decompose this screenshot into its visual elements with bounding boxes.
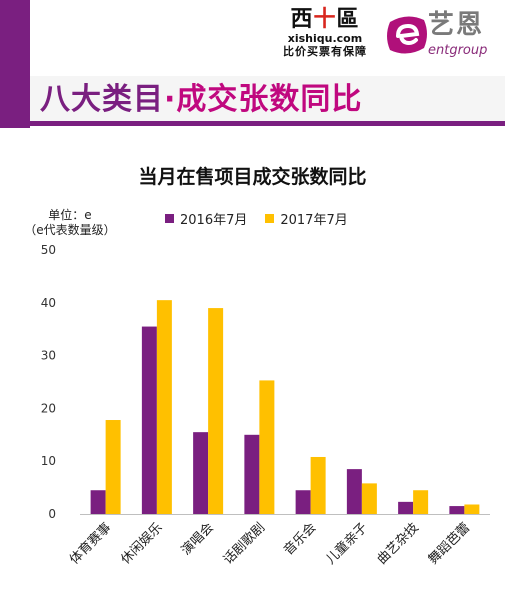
chart-title: 当月在售项目成交张数同比 <box>138 166 367 188</box>
xishiqu-url: xishiqu.com <box>287 32 363 45</box>
page-title-first: 八大类目 <box>40 82 164 117</box>
unit-line-1: 单位：e <box>48 208 92 222</box>
x-category-label: 话剧歌剧 <box>221 520 268 567</box>
x-category-label: 休闲娱乐 <box>118 520 165 567</box>
x-category-label: 儿童亲子 <box>323 520 371 568</box>
x-category-label: 演唱会 <box>178 520 217 559</box>
bar-2017 <box>310 456 326 514</box>
bar-2016 <box>193 432 209 514</box>
bar-2016 <box>398 501 414 514</box>
legend-swatch-2017 <box>265 214 275 223</box>
bar-2016 <box>295 490 311 514</box>
entgroup-en: entgroup <box>428 43 488 58</box>
unit-label: 单位：e （e代表数量级） <box>20 208 120 238</box>
page-title-rest: ·成交张数同比 <box>164 82 363 117</box>
x-category-label: 体育赛事 <box>66 520 114 568</box>
bar-2017 <box>413 490 429 514</box>
legend-label-2017: 2017年7月 <box>280 213 348 228</box>
bar-2017 <box>464 504 480 514</box>
xishiqu-logo: 西十區 xishiqu.com 比价买票有保障 <box>270 6 380 64</box>
bar-2016 <box>449 506 465 514</box>
y-tick-label: 0 <box>48 507 56 521</box>
bar-2016 <box>346 469 362 514</box>
legend-label-2016: 2016年7月 <box>180 213 248 228</box>
page-title: 八大类目·成交张数同比 <box>40 80 362 120</box>
y-tick-label: 30 <box>41 349 56 363</box>
x-category-label: 音乐会 <box>281 520 320 559</box>
xishiqu-logo-text: 西十區 <box>290 6 360 32</box>
bar-2016 <box>141 326 157 514</box>
bar-2017 <box>156 300 172 514</box>
x-category-label: 舞蹈芭蕾 <box>426 520 473 567</box>
title-band: 八大类目·成交张数同比 <box>30 76 505 126</box>
entgroup-logo: 艺恩 entgroup <box>384 10 504 62</box>
header-accent-bar <box>0 0 30 128</box>
header: 西十區 xishiqu.com 比价买票有保障 艺恩 entgroup 八大类目… <box>0 0 505 128</box>
y-tick-label: 50 <box>41 243 56 257</box>
entgroup-badge-icon <box>387 16 427 54</box>
y-tick-label: 10 <box>41 454 56 468</box>
y-tick-label: 40 <box>41 296 56 310</box>
chart-legend: 2016年7月 2017年7月 <box>165 209 366 228</box>
x-category-label: 曲艺杂技 <box>375 520 422 567</box>
y-tick-label: 20 <box>41 401 56 415</box>
xishiqu-slogan: 比价买票有保障 <box>283 45 367 58</box>
legend-item-2017: 2017年7月 <box>265 209 348 228</box>
legend-swatch-2016 <box>165 214 174 223</box>
bar-2017 <box>208 308 224 514</box>
bar-2017 <box>105 420 121 514</box>
bar-2016 <box>244 434 260 514</box>
unit-line-2: （e代表数量级） <box>24 223 116 237</box>
bar-2017 <box>259 380 275 514</box>
entgroup-cn: 艺恩 <box>428 10 485 40</box>
bar-2016 <box>90 490 106 514</box>
bar-2017 <box>361 483 377 514</box>
legend-item-2016: 2016年7月 <box>165 209 247 228</box>
